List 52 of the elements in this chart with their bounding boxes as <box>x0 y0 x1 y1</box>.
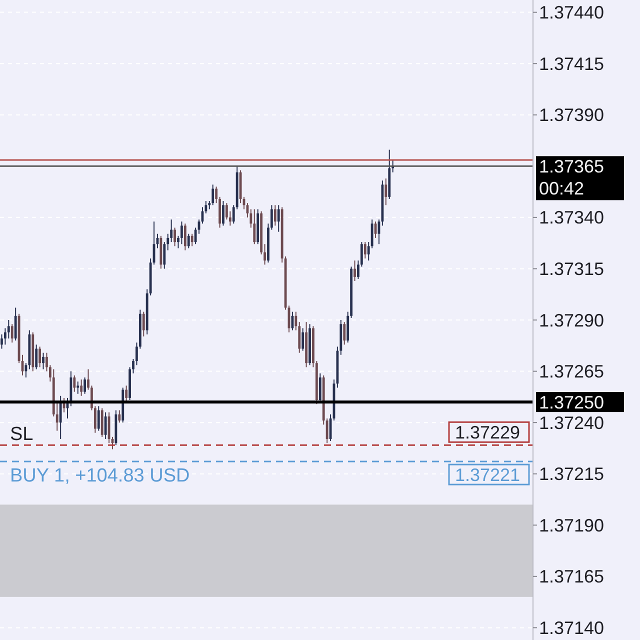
ref-line-label: 1.37250 <box>539 392 604 412</box>
candlestick <box>163 242 166 270</box>
candlestick <box>38 346 41 368</box>
y-tick-label: 1.37190 <box>539 515 604 536</box>
candlestick <box>253 208 256 245</box>
candlestick <box>343 322 346 346</box>
candlestick <box>104 412 107 440</box>
candlestick <box>384 178 388 206</box>
candlestick <box>190 233 194 247</box>
candlestick <box>97 406 100 432</box>
candlestick <box>80 378 83 396</box>
ref-line-label: SL <box>10 424 34 446</box>
candlestick <box>364 242 366 259</box>
candlestick <box>222 200 224 226</box>
candlestick <box>187 233 190 249</box>
candlestick <box>84 376 86 394</box>
y-tick-label: 1.37315 <box>539 259 604 280</box>
y-tick-label: 1.37440 <box>539 2 604 23</box>
candlestick <box>35 344 38 370</box>
candlestick <box>212 184 214 206</box>
y-tick-label: 1.37390 <box>539 105 604 126</box>
y-tick-label: 1.37240 <box>539 412 604 433</box>
y-tick-label: 1.37290 <box>539 310 604 330</box>
candlestick <box>10 324 14 344</box>
candlestick <box>174 227 176 247</box>
candlestick <box>73 374 76 392</box>
candlestick <box>180 221 183 245</box>
candlestick <box>42 352 44 370</box>
y-tick-label: 1.37140 <box>539 618 604 638</box>
candlestick <box>7 320 10 339</box>
candlestick <box>277 204 280 232</box>
candlestick <box>14 307 17 342</box>
text: 00:42 <box>539 178 584 198</box>
candlestick <box>302 328 304 352</box>
ref-line-label: 1.37365 <box>539 156 604 176</box>
candlestick <box>184 223 186 251</box>
candlestick <box>142 311 145 337</box>
candlestick <box>118 410 121 424</box>
y-tick-label: 1.37265 <box>539 362 604 382</box>
candlestick <box>274 204 276 226</box>
y-tick-label: 1.37415 <box>539 54 604 74</box>
candlestick <box>318 372 322 403</box>
ref-line-label: BUY 1, +104.83 USD <box>10 466 190 487</box>
candlestick <box>59 395 62 440</box>
y-tick-label: 1.37165 <box>539 566 604 587</box>
y-tick-label: 1.37340 <box>539 208 604 228</box>
annotation: 1.37221 <box>455 464 520 485</box>
annotation: 1.37229 <box>455 422 520 442</box>
candlestick <box>354 260 356 282</box>
candlestick <box>76 381 80 394</box>
candlestick <box>125 385 128 403</box>
y-tick-label: 1.37215 <box>539 464 604 484</box>
